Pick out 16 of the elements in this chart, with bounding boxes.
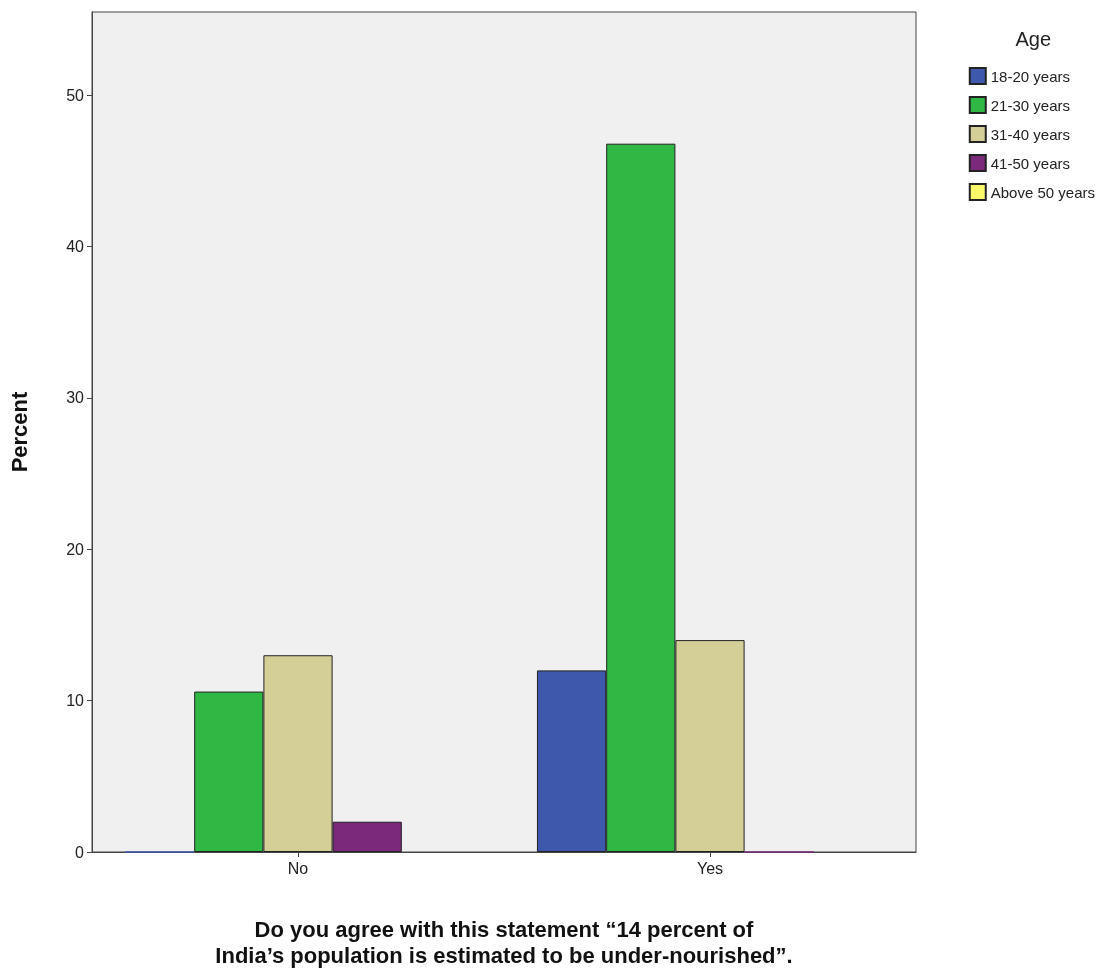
legend-title: Age bbox=[1015, 28, 1052, 50]
legend-label: 41-50 years bbox=[990, 154, 1070, 172]
y-tick-label: 50 bbox=[66, 86, 85, 104]
y-tick-label: 30 bbox=[66, 389, 85, 407]
legend-label: 21-30 years bbox=[990, 96, 1070, 114]
y-axis-title: Percent bbox=[6, 390, 32, 473]
x-axis-title: Do you agree with this statement “14 percent of India’s population is estimated to be under-nourished”. bbox=[215, 916, 793, 968]
y-tick-label: 10 bbox=[66, 692, 85, 710]
legend-label: Above 50 years bbox=[990, 183, 1095, 201]
x-tick-label: Yes bbox=[696, 859, 724, 877]
legend-label: 18-20 years bbox=[990, 67, 1070, 85]
y-tick-label: 20 bbox=[66, 540, 85, 558]
y-tick-label: 0 bbox=[75, 843, 85, 861]
legend-label: 31-40 years bbox=[990, 125, 1070, 143]
x-tick-label: No bbox=[287, 859, 309, 877]
y-tick-label: 40 bbox=[66, 238, 85, 256]
